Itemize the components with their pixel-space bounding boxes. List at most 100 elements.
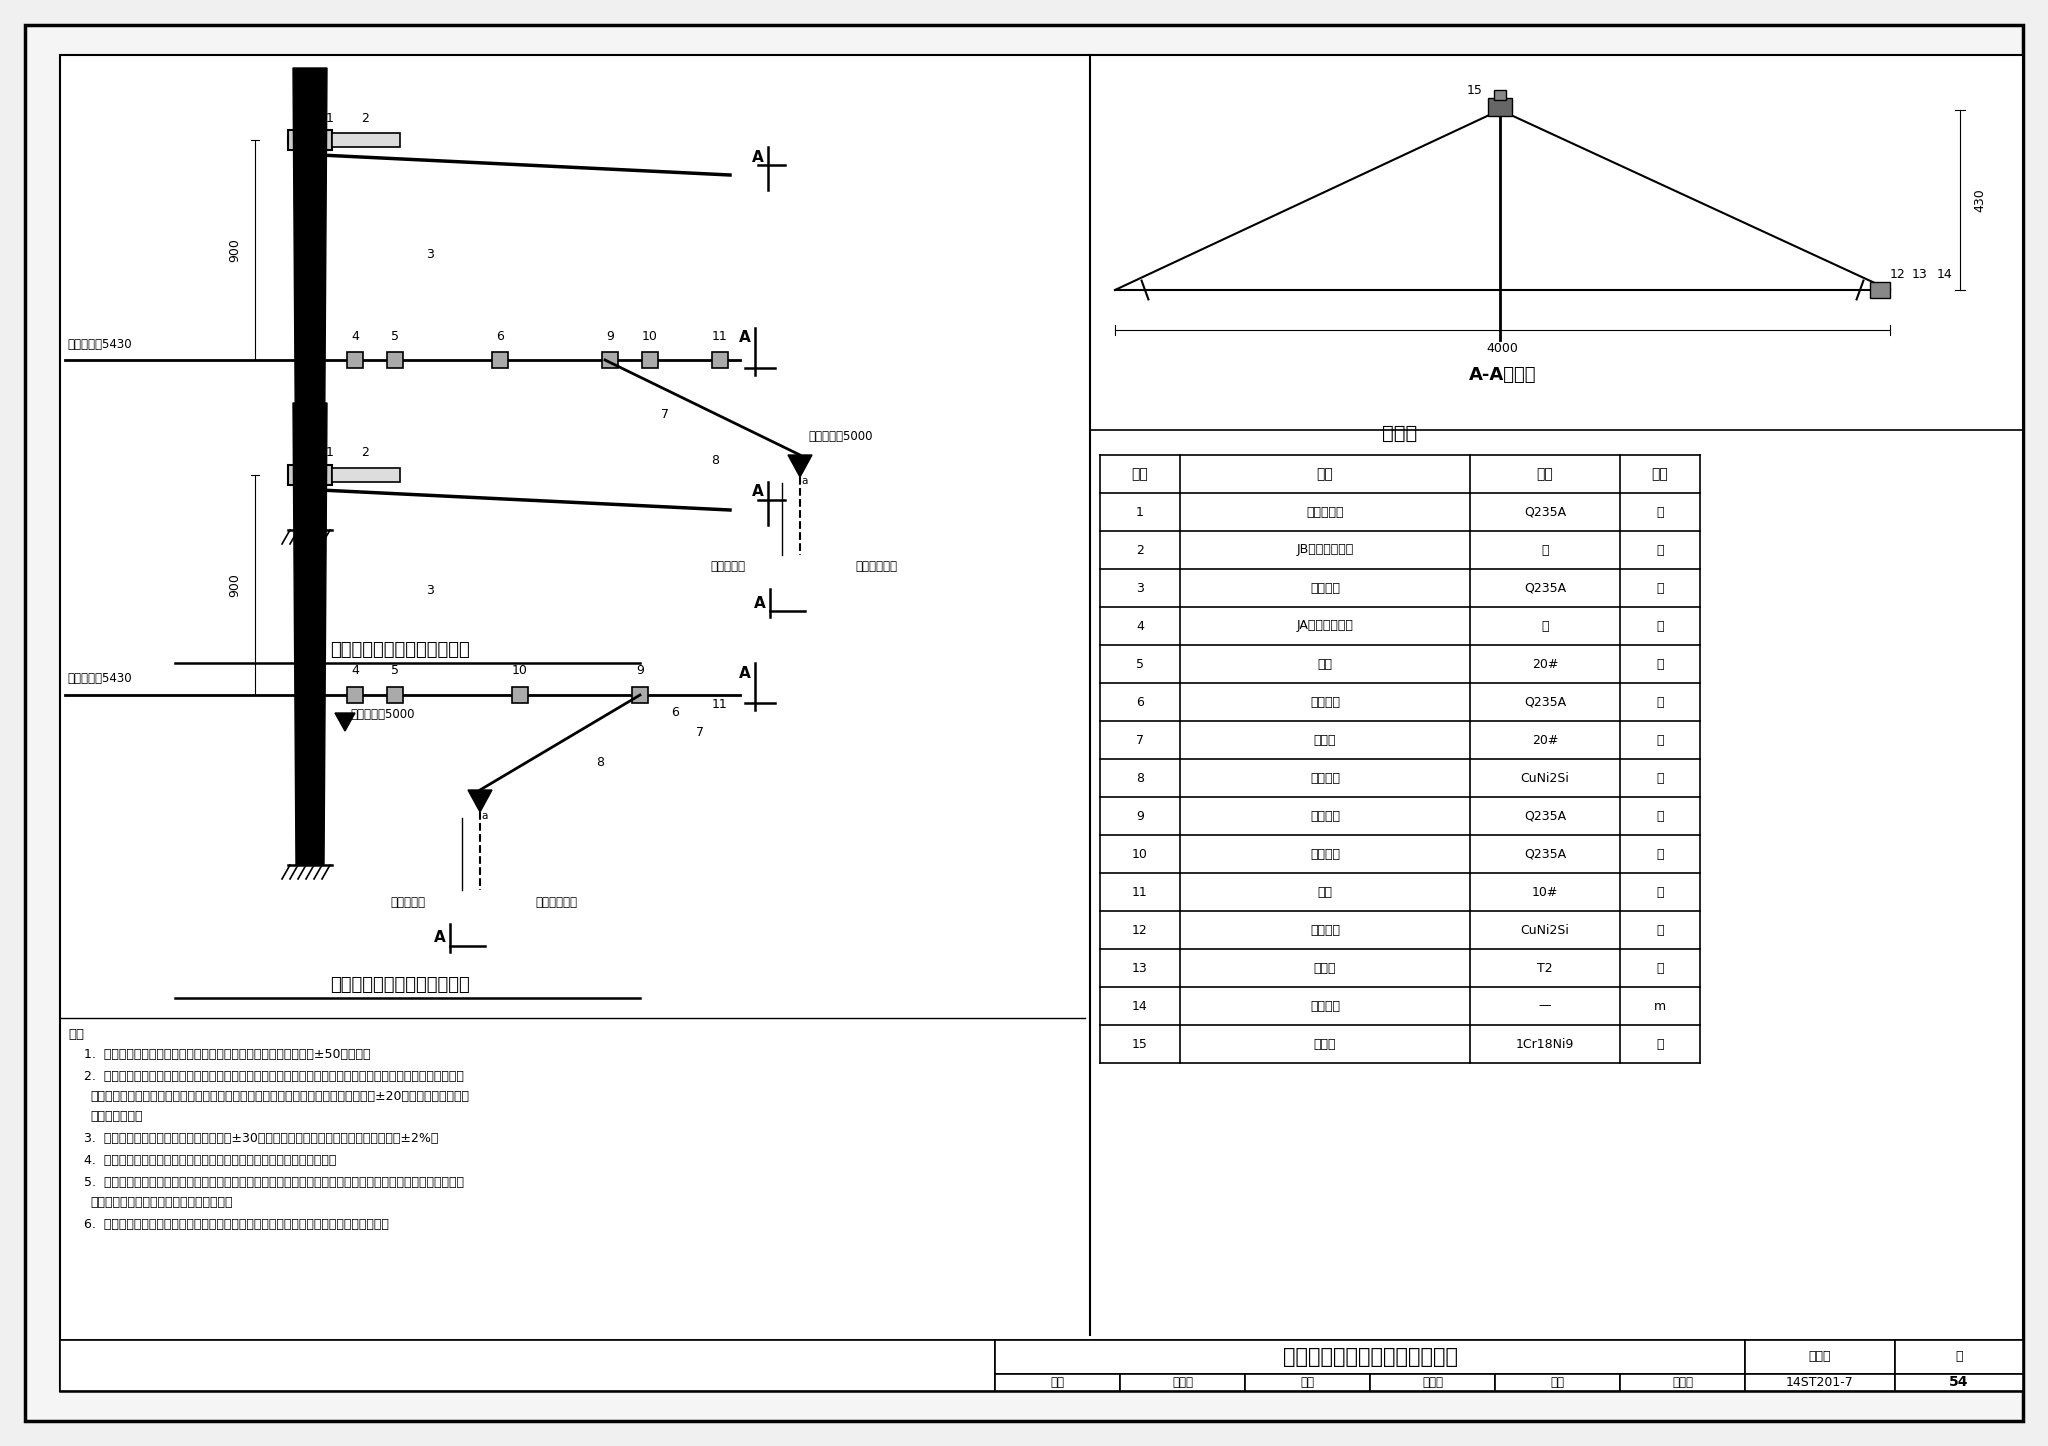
Text: 审核: 审核 [1051,1377,1065,1390]
Text: 蔡志刚: 蔡志刚 [1421,1377,1444,1390]
Text: 吊索线夹: 吊索线夹 [1311,924,1339,937]
Text: 10: 10 [1133,847,1149,860]
Text: m: m [1655,999,1667,1012]
Text: 5: 5 [391,665,399,678]
Text: 套: 套 [1657,619,1663,632]
Text: 页: 页 [1956,1351,1962,1364]
Text: 件: 件 [1657,581,1663,594]
Text: 简单悬挂安装图（中间柱直线）: 简单悬挂安装图（中间柱直线） [1282,1348,1458,1366]
Text: 青铜绞线: 青铜绞线 [1311,999,1339,1012]
Text: 套: 套 [1657,962,1663,975]
Bar [59,1340,2023,1391]
Text: 9: 9 [637,665,643,678]
Text: 13: 13 [1133,962,1147,975]
Text: 序号: 序号 [1133,467,1149,482]
Text: 校对: 校对 [1300,1377,1315,1390]
Bar [346,351,362,367]
Text: 套: 套 [1657,772,1663,785]
Polygon shape [293,403,328,865]
Text: 3: 3 [1137,581,1145,594]
Bar [1245,1374,1370,1391]
Text: 2: 2 [360,111,369,124]
Text: 20#: 20# [1532,658,1559,671]
Text: 移不得大于计算值；腕臂无弯曲，承力索悬挂点距轨面的高度符合设计要求，允许偏差±20，施工中应注意绝缘: 移不得大于计算值；腕臂无弯曲，承力索悬挂点距轨面的高度符合设计要求，允许偏差±2… [90,1090,469,1103]
Bar [387,351,403,367]
Text: 腕臂上底座: 腕臂上底座 [1307,506,1343,519]
Bar [1620,1374,1745,1391]
Text: 心形环: 心形环 [1313,1037,1335,1050]
Text: 8: 8 [596,756,604,769]
Text: 15: 15 [1133,1037,1149,1050]
Text: 7: 7 [662,409,670,421]
Text: 材料表: 材料表 [1382,424,1417,442]
Text: A: A [739,665,752,681]
Bar [1489,98,1511,116]
Bar [713,351,727,367]
Text: T2: T2 [1538,962,1552,975]
Bar [1870,282,1890,298]
Bar [1370,1374,1495,1391]
Text: 图集号: 图集号 [1808,1351,1831,1364]
Text: 瓷: 瓷 [1542,544,1548,557]
Text: 14: 14 [1937,269,1954,282]
Text: 8: 8 [1137,772,1145,785]
Text: 900: 900 [229,573,242,597]
Text: 线路中心线: 线路中心线 [711,561,745,574]
Text: 件: 件 [1657,885,1663,898]
Text: 1Cr18Ni9: 1Cr18Ni9 [1516,1037,1575,1050]
Text: A: A [752,149,764,165]
Text: 2.  腕臂安装位置、型号及连接螺栓紧固力矩应符合设计要求；在平均温度时应垂直于线路中心，温度变化时的偏: 2. 腕臂安装位置、型号及连接螺栓紧固力矩应符合设计要求；在平均温度时应垂直于线… [68,1070,465,1083]
Text: 套管双耳: 套管双耳 [1311,810,1339,823]
Text: 13: 13 [1913,269,1927,282]
Text: 900: 900 [229,239,242,262]
Bar [633,687,647,703]
Text: 管帽: 管帽 [1317,885,1333,898]
Text: CuNi2Si: CuNi2Si [1520,924,1569,937]
Polygon shape [293,68,328,531]
Text: 10: 10 [643,330,657,343]
Text: 1: 1 [326,111,334,124]
Bar [387,687,403,703]
Text: JA型棒式绝缘子: JA型棒式绝缘子 [1296,619,1354,632]
Text: 1: 1 [326,447,334,460]
Text: 4000: 4000 [1487,341,1518,354]
Text: 54: 54 [1950,1375,1968,1390]
Text: Q235A: Q235A [1524,847,1567,860]
Text: 20#: 20# [1532,733,1559,746]
Text: 件: 件 [1657,1037,1663,1050]
Text: 1.  腕臂底座、地、馈线肩架安装高度应符合设计要求，高度允许有±50的误差。: 1. 腕臂底座、地、馈线肩架安装高度应符合设计要求，高度允许有±50的误差。 [68,1048,371,1061]
Text: 葛义飞: 葛义飞 [1171,1377,1194,1390]
Text: 2: 2 [1137,544,1145,557]
Text: 定位器: 定位器 [1313,733,1335,746]
Text: 简单悬挂反定位安装侧立面图: 简单悬挂反定位安装侧立面图 [330,976,469,993]
Polygon shape [788,455,811,477]
Text: 12: 12 [1133,924,1147,937]
Text: A: A [754,596,766,610]
Text: Q235A: Q235A [1524,810,1567,823]
Text: 异径斜撑: 异径斜撑 [1311,581,1339,594]
Bar [995,1374,1120,1391]
Text: 10#: 10# [1532,885,1559,898]
Bar [332,133,399,147]
Text: A: A [752,484,764,499]
Text: 子的安装方向。: 子的安装方向。 [90,1111,143,1124]
Bar [1493,90,1505,100]
Text: 4: 4 [350,330,358,343]
Bar [346,687,362,703]
Bar [1894,1374,2023,1391]
Text: 单位: 单位 [1651,467,1669,482]
Text: 3: 3 [426,249,434,262]
Text: 3.  平腕臂受力后应呈水平状态，允许偏差±30；定位管的状态应符合设计要求，允许偏差±2%。: 3. 平腕臂受力后应呈水平状态，允许偏差±30；定位管的状态应符合设计要求，允许… [68,1132,438,1145]
Text: 注：: 注： [68,1028,84,1041]
Text: 至轨面连线5430: 至轨面连线5430 [68,672,131,685]
Text: 14: 14 [1133,999,1147,1012]
Text: 套: 套 [1657,544,1663,557]
Text: 5.  底座与支柱密贴、底座槽、角钢呈水平状态安装。腕臂各部件应处在同一垂直面内（不含定位装置），顶端管: 5. 底座与支柱密贴、底座槽、角钢呈水平状态安装。腕臂各部件应处在同一垂直面内（… [68,1177,465,1190]
Text: A: A [434,930,446,946]
Text: 瓷: 瓷 [1542,619,1548,632]
Text: 11: 11 [713,330,727,343]
Text: 9: 9 [1137,810,1145,823]
Bar [289,466,332,484]
Bar [289,130,332,150]
Text: 4: 4 [350,665,358,678]
